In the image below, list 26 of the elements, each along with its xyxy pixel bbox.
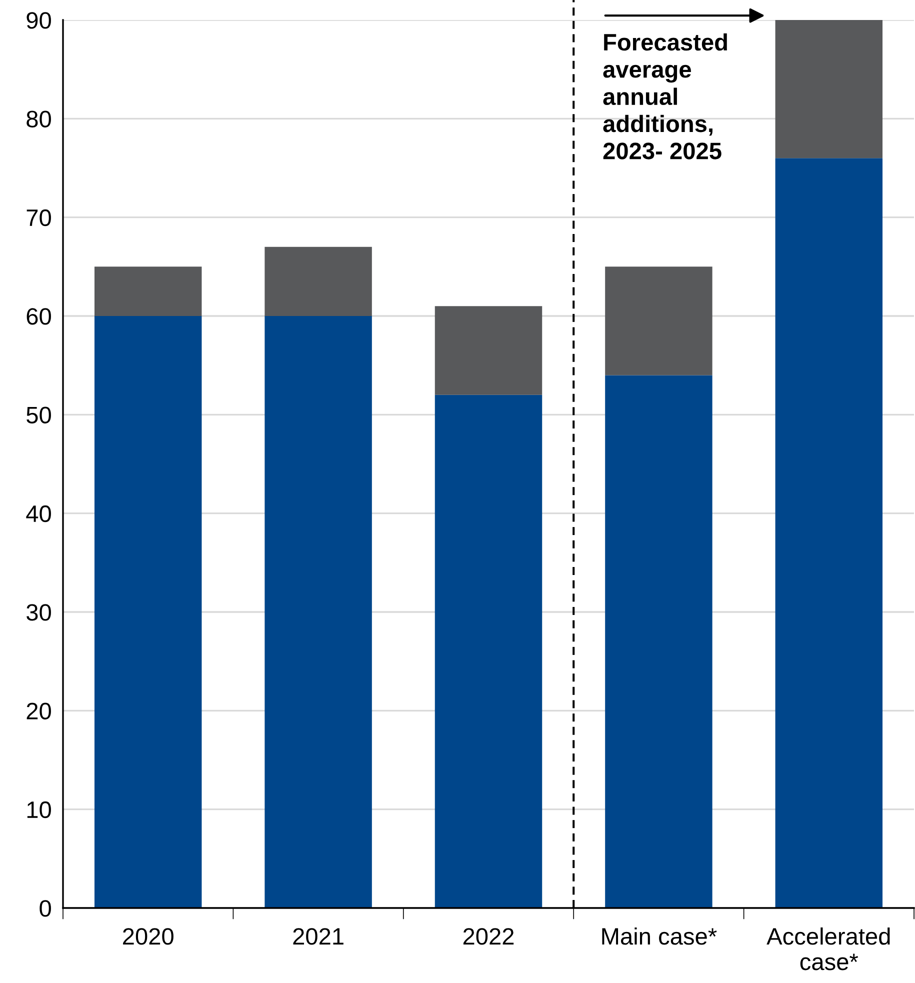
- y-tick-label: 60: [26, 308, 51, 325]
- bar: [94, 266, 202, 316]
- bar: [775, 158, 883, 908]
- y-tick-label: 70: [26, 209, 51, 226]
- x-tick-label: 2021: [293, 928, 344, 945]
- bar: [264, 316, 372, 908]
- annotation: Forecasted average annual additions, 2023- 2025: [603, 33, 727, 160]
- bar: [775, 20, 883, 158]
- bar: [605, 266, 712, 376]
- y-tick-label: 0: [40, 900, 51, 917]
- y-tick-label: 50: [26, 406, 51, 424]
- bar: [94, 316, 202, 908]
- x-tick-label: Accelerated case*: [766, 927, 890, 970]
- y-tick-label: 20: [26, 702, 51, 720]
- y-tick-label: 80: [26, 110, 51, 128]
- x-tick-label: 2020: [123, 928, 174, 945]
- y-tick-label: 30: [26, 604, 51, 621]
- bar: [605, 375, 712, 908]
- x-tick-label: 2022: [463, 928, 514, 945]
- bar: [434, 394, 542, 908]
- y-tick-label: 90: [26, 12, 51, 29]
- y-tick-label: 40: [26, 505, 51, 522]
- x-tick-label: Main case*: [602, 927, 717, 945]
- y-tick-label: 10: [27, 801, 51, 818]
- bar: [434, 306, 542, 395]
- bar: [264, 246, 372, 316]
